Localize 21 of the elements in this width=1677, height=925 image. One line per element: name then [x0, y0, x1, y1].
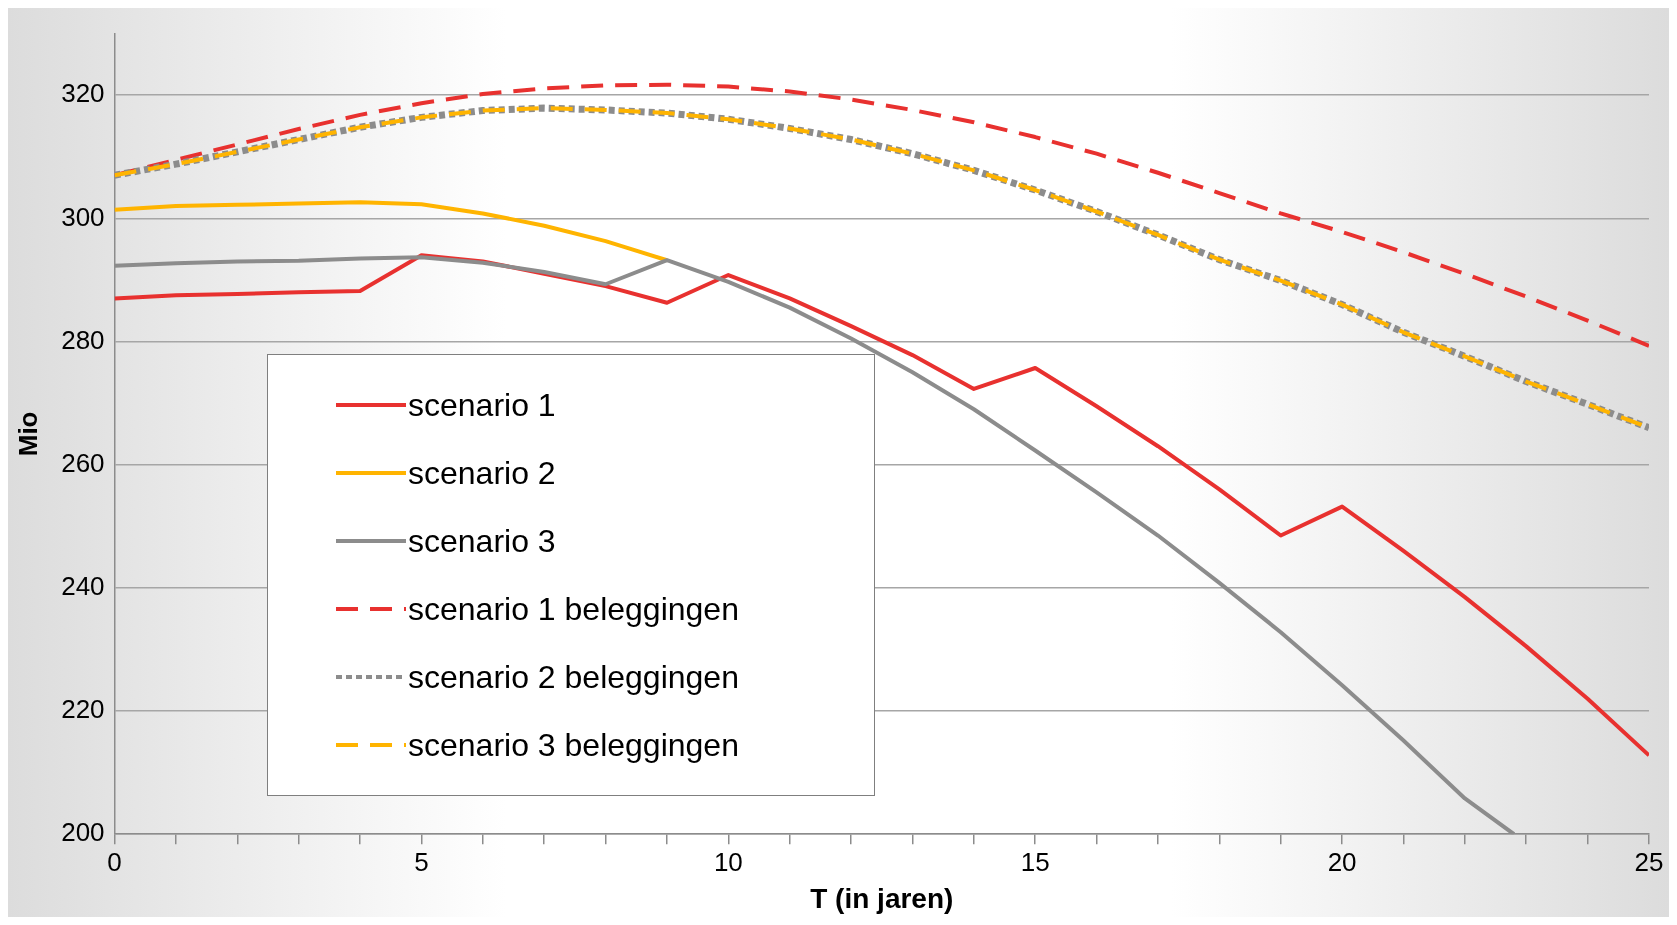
- legend-label: scenario 3 beleggingen: [408, 726, 739, 764]
- legend-label: scenario 3: [408, 522, 556, 560]
- y-tick-label: 220: [61, 694, 105, 725]
- x-tick-label: 20: [1327, 846, 1357, 877]
- y-tick-label: 300: [61, 201, 105, 232]
- x-tick-label: 10: [713, 846, 743, 877]
- x-tick-label: 5: [414, 846, 429, 877]
- x-tick-label: 0: [107, 846, 122, 877]
- x-axis-title: T (in jaren): [810, 882, 954, 914]
- legend-label: scenario 2: [408, 454, 556, 492]
- y-axis-title: Mio: [12, 411, 43, 457]
- y-tick-label: 320: [61, 78, 105, 109]
- y-tick-label: 240: [61, 571, 105, 602]
- y-tick-label: 260: [61, 447, 105, 478]
- legend-label: scenario 1: [408, 386, 556, 424]
- legend-label: scenario 1 beleggingen: [408, 590, 739, 628]
- x-tick-label: 15: [1020, 846, 1050, 877]
- y-tick-label: 200: [61, 817, 105, 848]
- x-tick-label: 25: [1634, 846, 1664, 877]
- y-tick-label: 280: [61, 324, 105, 355]
- legend-label: scenario 2 beleggingen: [408, 658, 739, 696]
